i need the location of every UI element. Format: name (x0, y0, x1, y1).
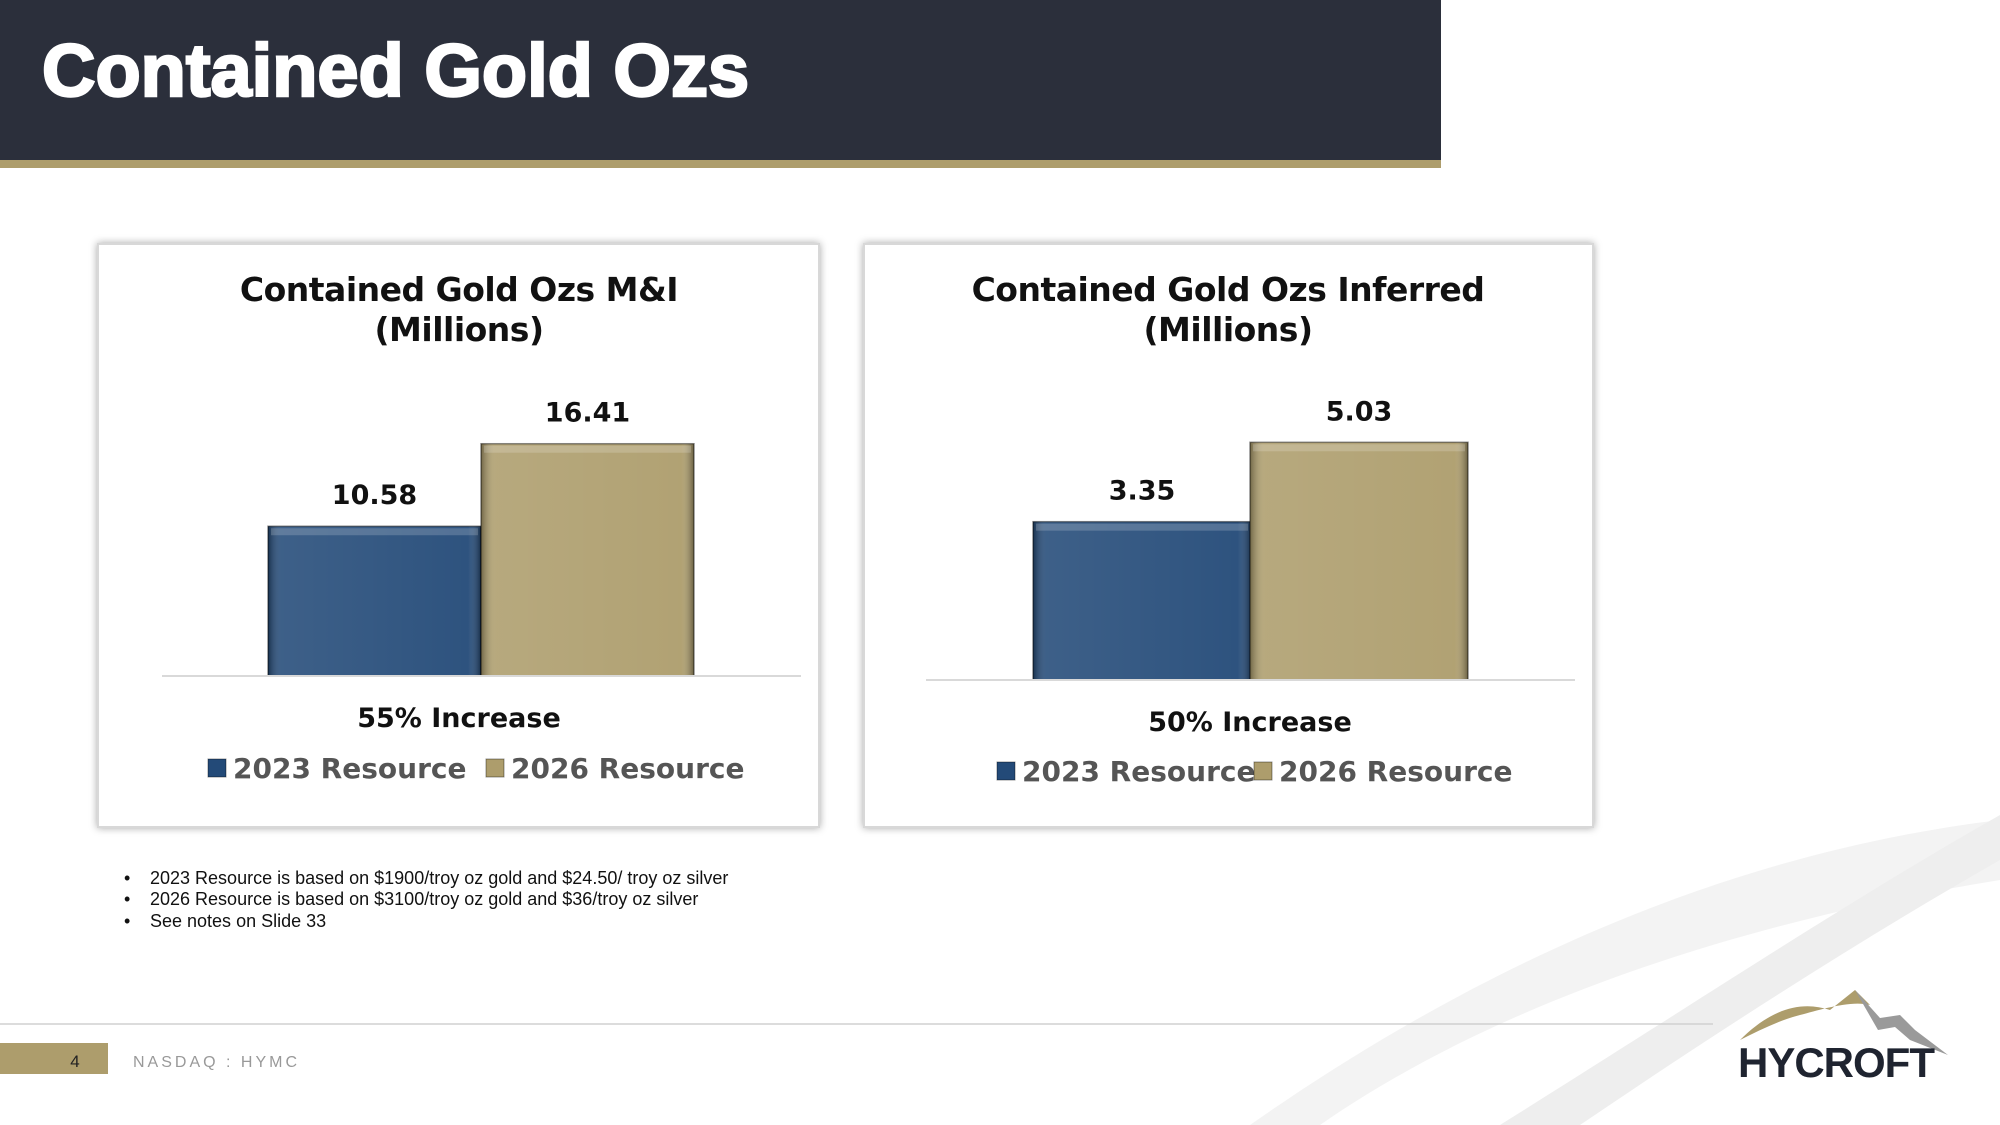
bar-bevel (1033, 521, 1251, 680)
bar-bevel (1250, 442, 1468, 680)
note: 2023 Resource is based on $1900/troy oz … (150, 868, 728, 888)
logo-mountain (1740, 990, 1880, 1040)
data-label: 10.58 (332, 480, 417, 511)
bar-bevel (481, 443, 694, 676)
legend-label: 2026 Resource (1279, 755, 1512, 788)
bullet: • (124, 868, 130, 888)
data-label: 3.35 (1109, 476, 1176, 507)
note: 2026 Resource is based on $3100/troy oz … (150, 889, 698, 909)
legend-swatch (996, 761, 1016, 781)
logo-text: HYCROFT (1738, 1039, 1935, 1086)
legend-swatch (1253, 761, 1273, 781)
chart-title: Contained Gold Ozs M&I (240, 270, 678, 309)
slide-title: Contained Gold Ozs (42, 29, 749, 112)
legend-label: 2023 Resource (1022, 755, 1255, 788)
data-label: 5.03 (1326, 396, 1393, 427)
bullet: • (124, 911, 130, 931)
swoosh (1250, 820, 2000, 1125)
ticker: NASDAQ : HYMC (133, 1054, 300, 1071)
bar-highlight (1036, 523, 1248, 531)
swoosh (1500, 815, 2000, 1125)
notes: • 2023 Resource is based on $1900/troy o… (124, 868, 728, 931)
page-number: 4 (70, 1052, 79, 1071)
chart-title: Contained Gold Ozs Inferred (972, 270, 1485, 309)
header-band (0, 0, 1441, 160)
legend-swatch (207, 758, 227, 778)
bar-highlight (271, 528, 478, 536)
note: See notes on Slide 33 (150, 911, 326, 931)
chart-subtitle: (Millions) (1143, 310, 1312, 349)
annotation: 50% Increase (1148, 707, 1352, 738)
logo-mountain (1855, 990, 1948, 1055)
legend-label: 2023 Resource (233, 752, 466, 785)
legend-label: 2026 Resource (511, 752, 744, 785)
chart: Contained Gold Ozs Inferred(Millions) 3.3… (863, 243, 1594, 828)
page-box (0, 1043, 108, 1074)
chart-subtitle: (Millions) (374, 310, 543, 349)
data-label: 16.41 (545, 398, 630, 429)
bullet: • (124, 889, 130, 909)
annotation: 55% Increase (357, 703, 561, 734)
legend-swatch (485, 758, 505, 778)
bar-bevel (268, 526, 481, 676)
chart: Contained Gold Ozs M&I(Millions) 10.58 202… (97, 243, 820, 828)
header-stripe (0, 160, 1441, 168)
bar-highlight (1253, 444, 1465, 452)
bar-highlight (484, 445, 691, 453)
